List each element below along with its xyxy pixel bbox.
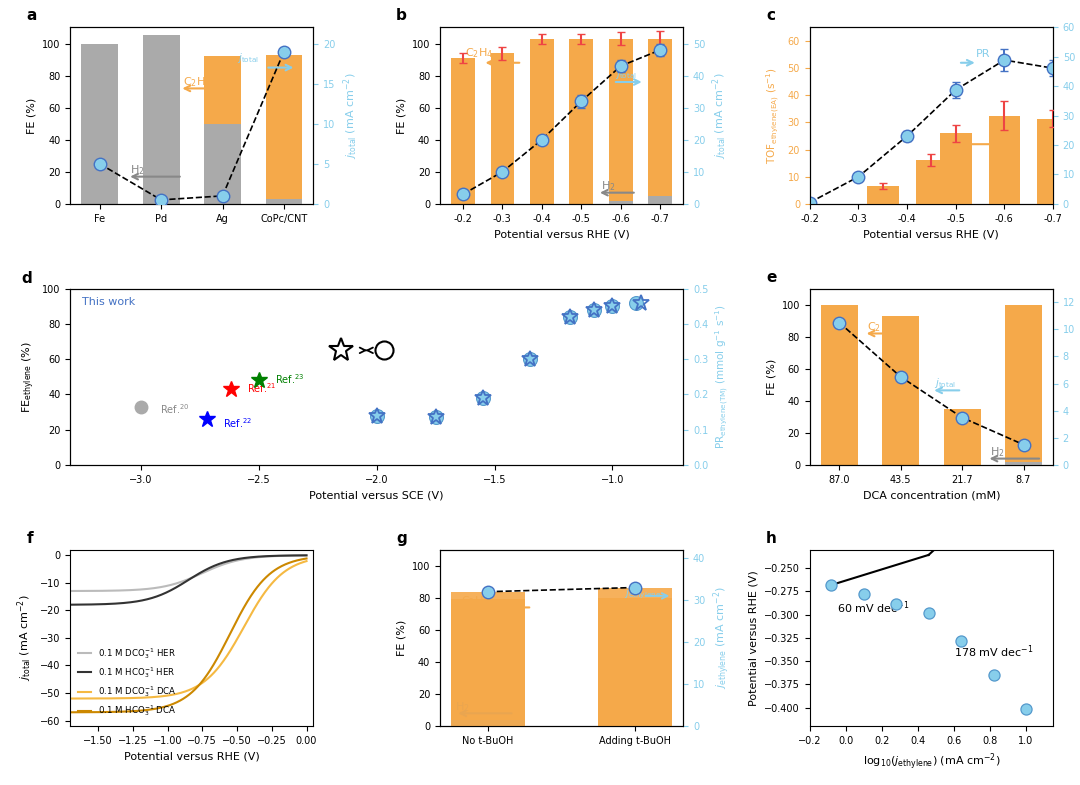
Text: This work: This work [82, 298, 136, 308]
X-axis label: Potential versus RHE (V): Potential versus RHE (V) [864, 229, 999, 239]
Text: C$_2$H$_4$: C$_2$H$_4$ [867, 320, 895, 334]
Text: C$_2$H$_4$: C$_2$H$_4$ [183, 75, 211, 89]
Bar [598, 598, 672, 726]
Bar [882, 316, 919, 465]
Text: PR: PR [976, 49, 990, 59]
Bar [204, 57, 241, 124]
Text: H$_2$: H$_2$ [456, 700, 470, 714]
Text: 178 mV dec$^{-1}$: 178 mV dec$^{-1}$ [954, 643, 1034, 660]
Bar [451, 592, 525, 726]
Text: Ref.$^{20}$: Ref.$^{20}$ [160, 402, 189, 416]
Bar [1037, 119, 1069, 204]
Bar [266, 199, 302, 204]
Bar [451, 58, 475, 204]
Text: b: b [396, 9, 407, 24]
X-axis label: log$_{10}$($j_\mathrm{ethylene}$) (mA cm$^{-2}$): log$_{10}$($j_\mathrm{ethylene}$) (mA cm… [863, 751, 1000, 772]
Text: $j_\mathrm{total}$: $j_\mathrm{total}$ [615, 68, 637, 81]
Bar [867, 186, 899, 204]
Text: H$_2$: H$_2$ [989, 445, 1004, 459]
Bar [648, 196, 672, 204]
Text: a: a [26, 9, 37, 24]
Bar [143, 35, 179, 204]
Y-axis label: $j_\mathrm{total}$ (mA cm$^{-2}$): $j_\mathrm{total}$ (mA cm$^{-2}$) [341, 72, 360, 159]
Text: TOF: TOF [995, 133, 1016, 144]
Bar [598, 587, 672, 726]
Text: $j_\mathrm{total}$: $j_\mathrm{total}$ [934, 376, 957, 390]
Y-axis label: FE$_{\mathrm{ethylene}}$ (%): FE$_{\mathrm{ethylene}}$ (%) [21, 341, 37, 413]
X-axis label: DCA concentration (mM): DCA concentration (mM) [863, 491, 1000, 500]
Text: h: h [766, 531, 777, 546]
Y-axis label: PR$_{\mathrm{ethylene(TM)}}$ (mmol g$^{-1}$ s$^{-1}$): PR$_{\mathrm{ethylene(TM)}}$ (mmol g$^{-… [714, 305, 731, 449]
Bar [266, 55, 302, 204]
Text: H$_2$: H$_2$ [131, 163, 145, 177]
Bar [1005, 462, 1042, 465]
Bar [609, 201, 633, 204]
Bar [944, 409, 981, 465]
Y-axis label: TOF$_{\mathrm{ethylene(EA)}}$ (s$^{-1}$): TOF$_{\mathrm{ethylene(EA)}}$ (s$^{-1}$) [765, 68, 782, 164]
Bar [204, 124, 241, 204]
Text: C$_2$H$_4$: C$_2$H$_4$ [464, 46, 492, 60]
Text: c: c [766, 9, 775, 24]
Text: H$_2$: H$_2$ [602, 180, 616, 193]
Bar [530, 38, 554, 204]
Legend: 0.1 M DCO$_3^{-1}$ HER, 0.1 M HCO$_3^{-1}$ HER, 0.1 M DCO$_3^{-1}$ DCA, 0.1 M HC: 0.1 M DCO$_3^{-1}$ HER, 0.1 M HCO$_3^{-1… [75, 642, 179, 722]
Y-axis label: FE (%): FE (%) [396, 620, 406, 656]
Bar [490, 53, 514, 204]
Text: g: g [396, 531, 407, 546]
Text: $j_\mathrm{ethylene}$: $j_\mathrm{ethylene}$ [624, 586, 661, 601]
Y-axis label: $j_\mathrm{ethylene}$ (mA cm$^{-2}$): $j_\mathrm{ethylene}$ (mA cm$^{-2}$) [711, 586, 732, 689]
Y-axis label: $j_\mathrm{total}$ (mA cm$^{-2}$): $j_\mathrm{total}$ (mA cm$^{-2}$) [711, 72, 729, 159]
Bar [569, 38, 593, 204]
Bar [1005, 305, 1042, 465]
Bar [940, 133, 972, 204]
X-axis label: Potential versus RHE (V): Potential versus RHE (V) [494, 229, 630, 239]
Bar [648, 38, 672, 204]
Text: $j_\mathrm{total}$: $j_\mathrm{total}$ [238, 51, 259, 65]
Y-axis label: Potential versus RHE (V): Potential versus RHE (V) [748, 570, 758, 706]
X-axis label: Potential versus RHE (V): Potential versus RHE (V) [124, 751, 259, 761]
Bar [451, 720, 525, 726]
Bar [988, 115, 1021, 204]
Bar [451, 600, 525, 726]
Text: Ref.$^{23}$: Ref.$^{23}$ [275, 372, 305, 386]
Bar [821, 305, 858, 465]
Text: e: e [766, 269, 777, 284]
Text: Ref.$^{21}$: Ref.$^{21}$ [247, 381, 276, 395]
Bar [266, 199, 302, 204]
Bar [81, 43, 118, 204]
Text: C$_2$H$_4$: C$_2$H$_4$ [461, 594, 489, 608]
Y-axis label: FE (%): FE (%) [396, 97, 406, 133]
Y-axis label: $j_\mathrm{total}$ (mA cm$^{-2}$): $j_\mathrm{total}$ (mA cm$^{-2}$) [16, 594, 35, 681]
X-axis label: Potential versus SCE (V): Potential versus SCE (V) [310, 491, 444, 500]
Text: 60 mV dec$^{-1}$: 60 mV dec$^{-1}$ [837, 600, 909, 616]
Text: Ref.$^{22}$: Ref.$^{22}$ [224, 416, 253, 430]
Bar [609, 38, 633, 204]
Y-axis label: FE (%): FE (%) [766, 359, 777, 395]
Bar [916, 160, 947, 204]
Y-axis label: FE (%): FE (%) [27, 97, 37, 133]
Text: d: d [22, 272, 32, 287]
Text: f: f [26, 531, 33, 546]
